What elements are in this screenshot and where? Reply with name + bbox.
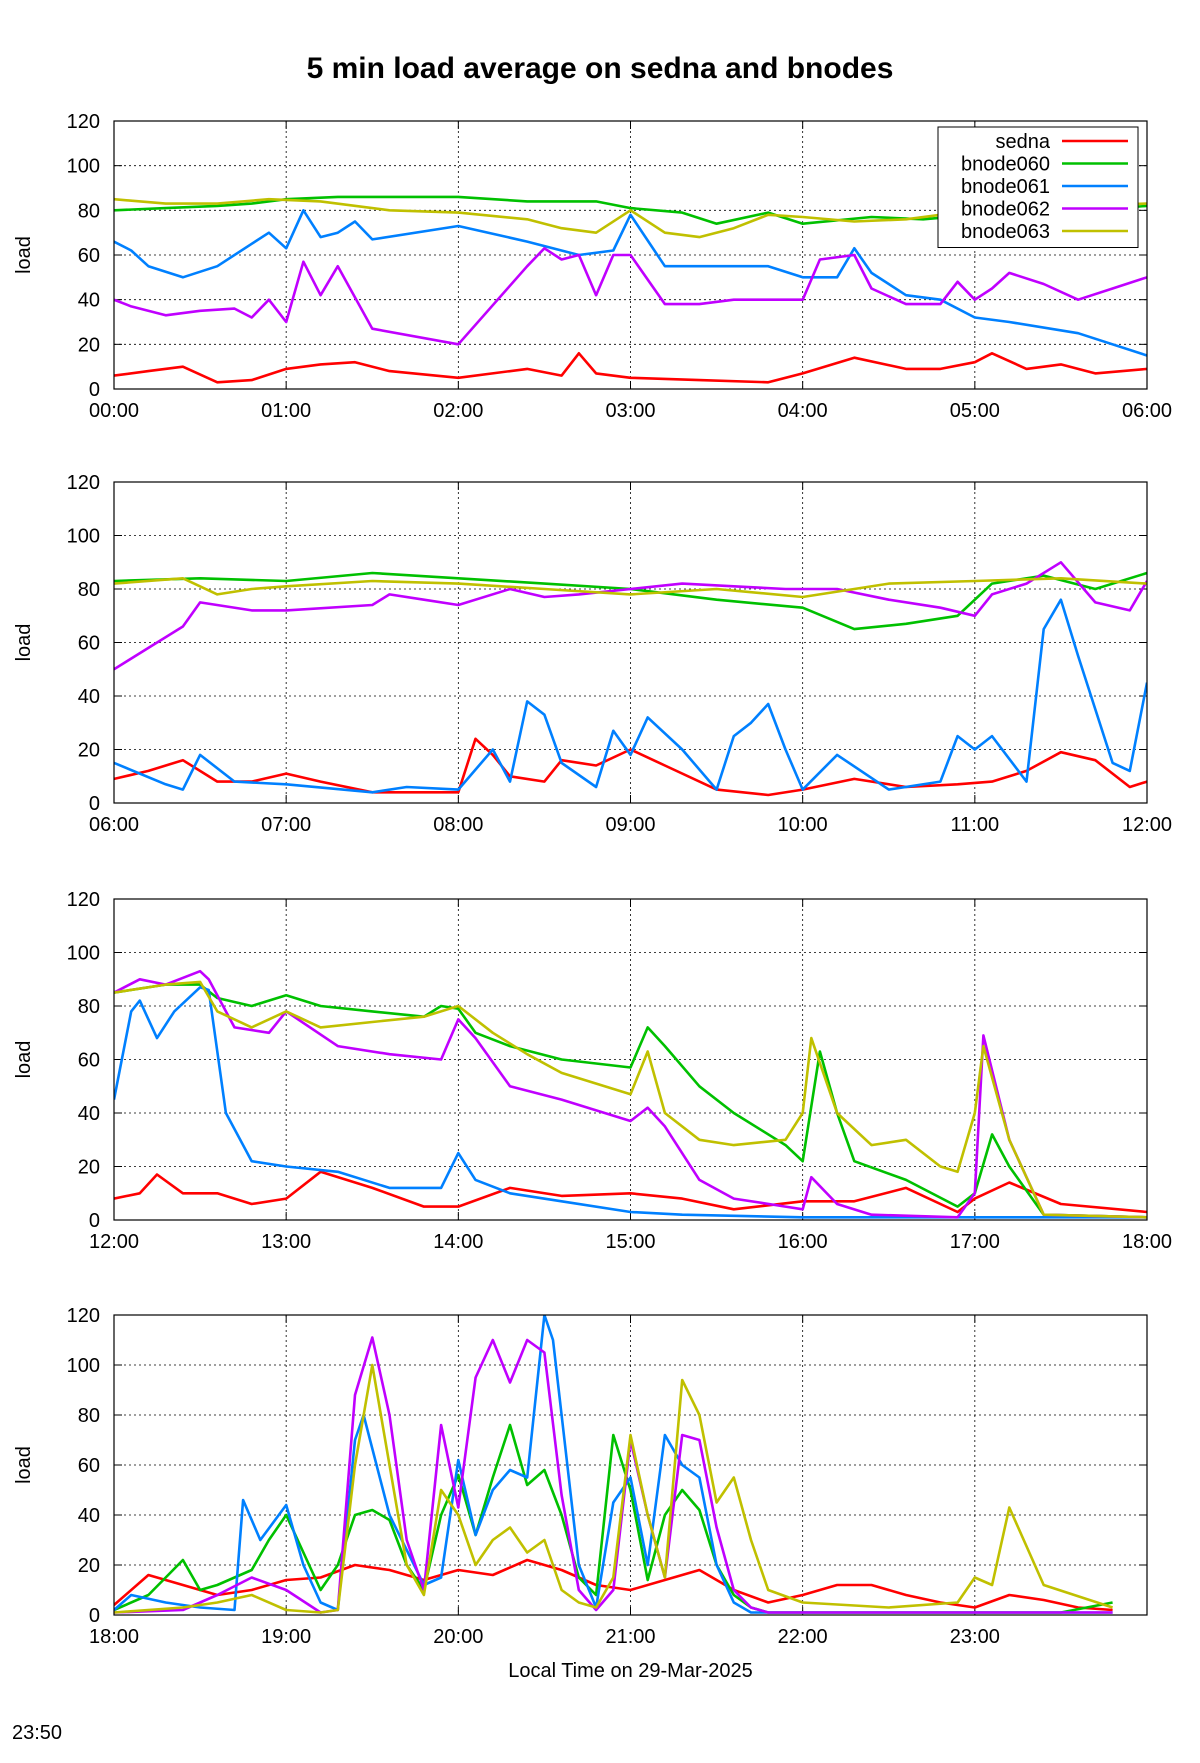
series-line-bnode061: [114, 1315, 1113, 1614]
x-tick-label: 04:00: [778, 400, 828, 422]
y-tick-label: 20: [78, 740, 100, 762]
legend-label: bnode063: [961, 221, 1050, 243]
x-tick-label: 12:00: [1122, 814, 1172, 836]
chart-panel-4: 0 20 40 60 80 100 120 18:00 19:00 20:00 21:00 22:00…: [13, 1305, 1148, 1682]
plot-frame: [113, 898, 1148, 1221]
x-tick-label: 15:00: [605, 1231, 655, 1253]
y-tick-label: 20: [78, 334, 100, 356]
legend-label: bnode060: [961, 154, 1050, 176]
series-line-sedna: [114, 737, 1147, 797]
y-tick-label: 100: [67, 943, 100, 965]
y-tick-label: 0: [89, 1210, 100, 1232]
x-tick-label: 11:00: [951, 814, 1000, 836]
footer-time: 23:50: [12, 1722, 63, 1744]
x-tick-label: 05:00: [950, 400, 1000, 422]
plot-frame: [113, 1314, 1148, 1616]
x-tick-label: 19:00: [261, 1626, 311, 1648]
x-tick-label: 23:00: [950, 1626, 1000, 1648]
x-tick-label: 12:00: [89, 1231, 139, 1253]
series-line-bnode062: [114, 969, 1147, 1219]
x-tick-label: 14:00: [433, 1231, 483, 1253]
y-tick-label: 80: [78, 996, 100, 1018]
y-tick-label: 0: [89, 793, 100, 815]
chart-panel-2: 0 20 40 60 80 100 120 06:00 07:00 08:00 09:00 10:00…: [13, 472, 1172, 836]
chart-panel-1: 0 20 40 60 80 100 120 00:00 01:00 02:00 03:00 04:00…: [13, 111, 1172, 422]
y-tick-label: 120: [67, 889, 100, 911]
legend-label: bnode061: [961, 176, 1050, 198]
plot-frame: [113, 481, 1148, 804]
y-axis-label: load: [13, 236, 35, 274]
x-tick-label: 13:00: [261, 1231, 311, 1253]
x-tick-label: 01:00: [261, 400, 311, 422]
series-line-bnode062: [114, 560, 1147, 671]
y-tick-label: 60: [78, 1455, 100, 1477]
y-tick-label: 20: [78, 1157, 100, 1179]
x-tick-label: 16:00: [778, 1231, 828, 1253]
y-tick-label: 120: [67, 1305, 100, 1327]
y-tick-label: 40: [78, 1505, 100, 1527]
x-tick-label: 20:00: [433, 1626, 483, 1648]
y-axis-label: load: [13, 624, 35, 662]
y-tick-label: 40: [78, 1103, 100, 1125]
series-line-bnode063: [114, 197, 1147, 239]
series-line-sedna: [114, 1170, 1147, 1214]
y-tick-label: 60: [78, 633, 100, 655]
y-tick-label: 100: [67, 1355, 100, 1377]
series-line-bnode063: [114, 980, 1147, 1219]
y-tick-label: 40: [78, 686, 100, 708]
y-tick-label: 80: [78, 1405, 100, 1427]
y-tick-label: 100: [67, 156, 100, 178]
legend-label: bnode062: [961, 199, 1050, 221]
x-tick-label: 03:00: [605, 400, 655, 422]
y-tick-label: 40: [78, 290, 100, 312]
chart-panel-3: 0 20 40 60 80 100 120 12:00 13:00 14:00 15:00 16:00…: [13, 889, 1172, 1253]
legend-label: sedna: [996, 131, 1051, 153]
y-tick-label: 0: [89, 1605, 100, 1627]
y-tick-label: 80: [78, 579, 100, 601]
y-tick-label: 0: [89, 379, 100, 401]
page-title: 5 min load average on sedna and bnodes: [306, 52, 894, 85]
x-tick-label: 06:00: [1122, 400, 1172, 422]
series-line-bnode063: [114, 576, 1147, 599]
series-line-sedna: [114, 351, 1147, 384]
plot-frame: [113, 120, 1148, 390]
x-tick-label: 02:00: [433, 400, 483, 422]
y-tick-label: 120: [67, 111, 100, 133]
x-axis-label: Local Time on 29-Mar-2025: [508, 1660, 753, 1682]
x-tick-label: 09:00: [605, 814, 655, 836]
x-tick-label: 18:00: [1122, 1231, 1172, 1253]
x-tick-label: 10:00: [778, 814, 828, 836]
x-tick-label: 00:00: [89, 400, 139, 422]
x-tick-label: 06:00: [89, 814, 139, 836]
y-tick-label: 100: [67, 526, 100, 548]
y-tick-label: 60: [78, 245, 100, 267]
x-tick-label: 17:00: [950, 1231, 1000, 1253]
x-tick-label: 18:00: [89, 1626, 139, 1648]
y-tick-label: 60: [78, 1050, 100, 1072]
series-line-bnode063: [114, 1363, 1114, 1614]
x-tick-label: 22:00: [778, 1626, 828, 1648]
x-tick-label: 07:00: [261, 814, 311, 836]
y-tick-label: 80: [78, 200, 100, 222]
y-axis-label: load: [13, 1041, 35, 1079]
series-line-bnode061: [114, 985, 1147, 1219]
x-tick-label: 21:00: [605, 1626, 655, 1648]
series-line-bnode061: [114, 598, 1147, 794]
series-line-bnode060: [114, 983, 1147, 1219]
y-tick-label: 20: [78, 1555, 100, 1577]
series-line-bnode062: [114, 247, 1147, 346]
x-tick-label: 08:00: [433, 814, 483, 836]
y-axis-label: load: [13, 1446, 35, 1484]
y-tick-label: 120: [67, 472, 100, 494]
